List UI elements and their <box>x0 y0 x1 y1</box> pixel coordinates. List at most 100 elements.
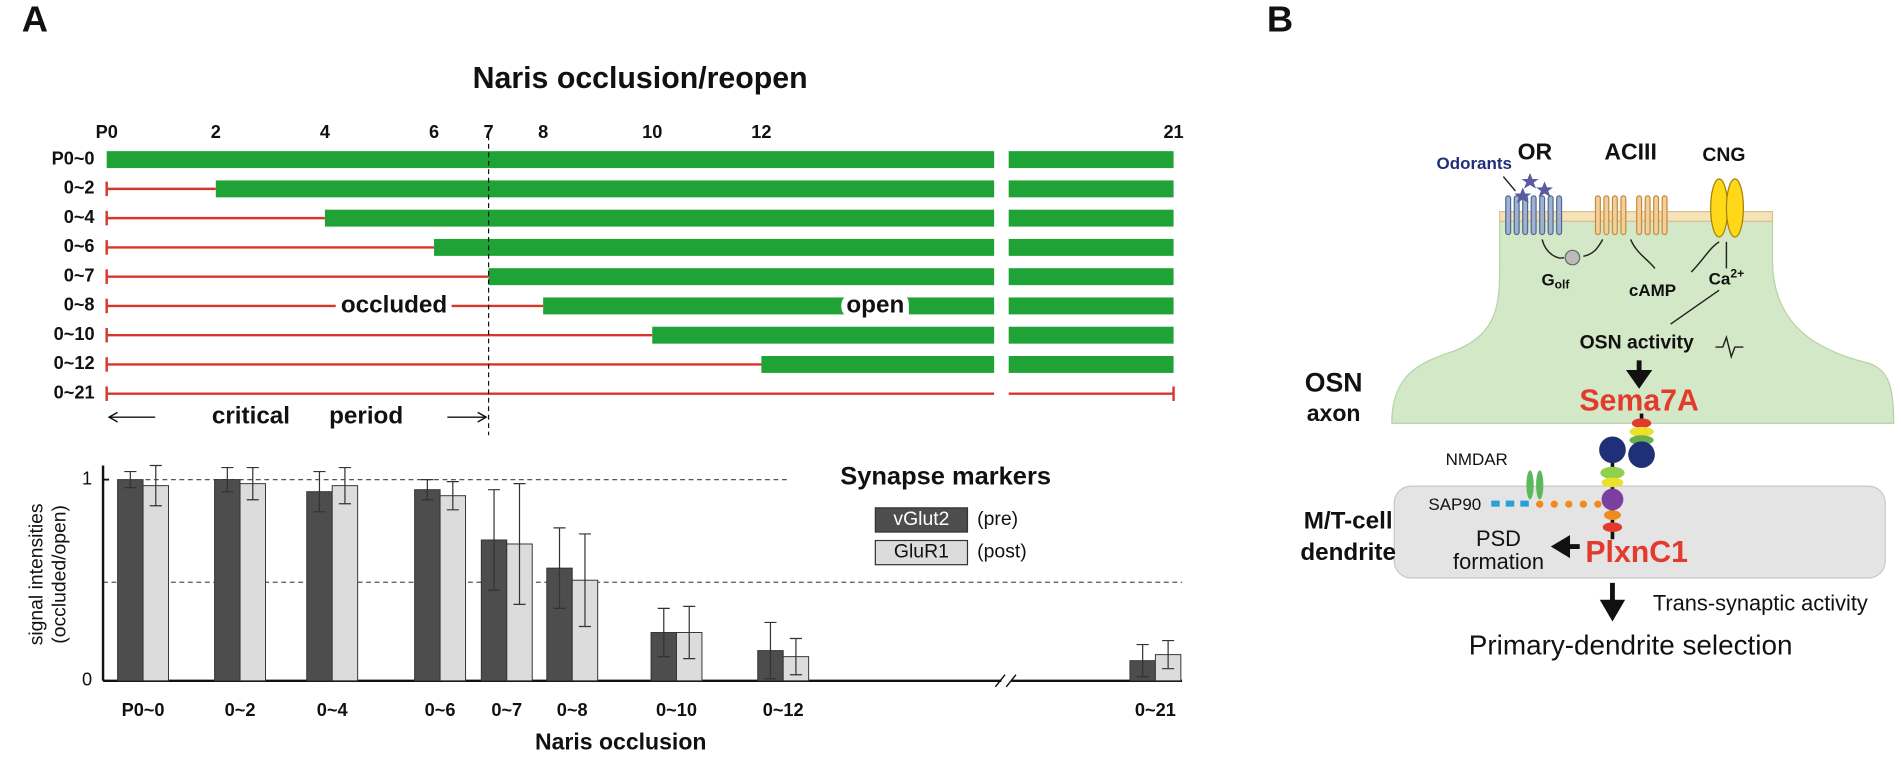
or-receptor <box>1505 195 1563 236</box>
legend-label: vGlut2 <box>893 508 949 530</box>
label: OSN activity <box>1580 332 1694 354</box>
axis-break <box>994 674 1017 688</box>
open-bar <box>324 209 995 227</box>
odorant-stars <box>1514 172 1554 204</box>
error-bar <box>578 533 592 628</box>
error-bar <box>487 489 501 591</box>
x-tick-label: 7 <box>484 122 494 142</box>
error-bar <box>1162 639 1175 670</box>
legend-note: (post) <box>977 541 1027 563</box>
x-tick-label: 4 <box>320 122 330 142</box>
x-axis-label: Naris occlusion <box>535 729 707 755</box>
g-protein <box>1564 249 1581 266</box>
bar <box>331 485 359 682</box>
x-tick-label: 0~10 <box>656 700 697 720</box>
label: PSD <box>1476 526 1521 551</box>
x-tick-label: 21 <box>1163 122 1183 142</box>
open-bar <box>1008 355 1174 373</box>
legend-swatch <box>874 507 969 533</box>
label: NMDAR <box>1446 450 1508 469</box>
open-bar <box>215 180 995 198</box>
label: OSN <box>1305 368 1363 398</box>
critical-label: critical <box>212 403 290 430</box>
label: SAP90 <box>1428 495 1481 514</box>
label: formation <box>1453 549 1544 574</box>
diagram: B <box>1267 0 1895 660</box>
label: Sema7A <box>1579 385 1699 418</box>
row-label: 0~2 <box>64 178 95 198</box>
error-bar <box>221 466 234 493</box>
dendrite <box>1393 485 1886 579</box>
error-bar <box>553 527 566 609</box>
row-label: 0~6 <box>64 236 95 256</box>
legend-swatch <box>874 539 969 566</box>
x-tick-label: 0~8 <box>557 700 588 720</box>
bar <box>306 491 333 682</box>
osn-terminal <box>1391 220 1895 424</box>
open-bar <box>1008 297 1174 315</box>
label: G <box>1541 271 1554 290</box>
label: Odorants <box>1437 154 1512 173</box>
label: Trans-synaptic activity <box>1653 590 1868 615</box>
x-tick-label: 10 <box>642 122 662 142</box>
error-bar <box>446 481 459 511</box>
x-tick-label: 6 <box>429 122 439 142</box>
row-label: P0~0 <box>52 148 95 168</box>
x-tick-label: 0~4 <box>317 700 348 720</box>
x-tick-label: 0~12 <box>763 700 804 720</box>
x-tick-label: 12 <box>751 122 771 142</box>
y-tick-label: 0 <box>82 670 92 690</box>
open-bar <box>106 151 995 169</box>
x-tick-label: 0~21 <box>1135 700 1176 720</box>
bar <box>142 485 170 682</box>
timeline-title: Naris occlusion/reopen <box>473 62 808 95</box>
bar-chart: 0 1 P0~0 0~2 0~4 0~6 0~7 0~8 0~10 0~12 0~21 Synapse… <box>26 462 1183 755</box>
row-label: 0~7 <box>64 265 95 285</box>
label: ACIII <box>1604 139 1656 165</box>
open-bar <box>652 326 995 344</box>
panel-label: B <box>1267 0 1293 39</box>
label: olf <box>1555 278 1571 292</box>
row-label: 0~10 <box>54 324 95 344</box>
row-label: 0~21 <box>54 383 95 403</box>
label: cAMP <box>1629 281 1676 300</box>
open-bar <box>761 355 995 373</box>
panel-label: A <box>22 0 48 39</box>
axis-break-gap <box>1001 675 1012 686</box>
bar <box>239 483 266 682</box>
arrow <box>1599 582 1626 622</box>
row-label: 0~8 <box>64 295 95 315</box>
arrow <box>1625 360 1653 389</box>
error-bar <box>764 621 777 680</box>
error-bar <box>246 466 259 501</box>
arrow <box>107 411 156 423</box>
legend-title: Synapse markers <box>840 462 1051 490</box>
open-bar <box>1008 268 1174 286</box>
x-tick-label: 0~7 <box>491 700 522 720</box>
x-tick-label: 0~6 <box>425 700 456 720</box>
error-bar <box>657 607 670 658</box>
error-bar <box>789 637 802 676</box>
open-bar <box>1008 238 1174 256</box>
synapse-complex <box>1491 413 1655 540</box>
label: CNG <box>1702 144 1745 166</box>
y-axis-label: (occluded/open) <box>49 505 71 644</box>
row-label: 0~4 <box>64 207 95 227</box>
label: axon <box>1307 400 1361 426</box>
timeline: P0 2 4 6 7 8 10 12 21 P0~0 0~2 0~4 0~6 0~7 0~8 0~10 0~12… <box>52 122 1184 436</box>
label: Ca2+ <box>1709 267 1744 289</box>
legend-note: (pre) <box>977 508 1018 530</box>
open-bar <box>543 297 995 315</box>
aciii <box>1594 195 1668 236</box>
y-tick-label: 1 <box>82 468 92 488</box>
bar <box>439 495 467 682</box>
error-bar <box>421 479 434 501</box>
cng-channel <box>1710 178 1744 238</box>
x-tick-label: 8 <box>538 122 548 142</box>
row-label: 0~12 <box>54 353 95 373</box>
error-bar <box>683 605 696 660</box>
open-bar <box>488 268 995 286</box>
bar <box>414 489 441 682</box>
label: dendrite <box>1300 539 1396 566</box>
